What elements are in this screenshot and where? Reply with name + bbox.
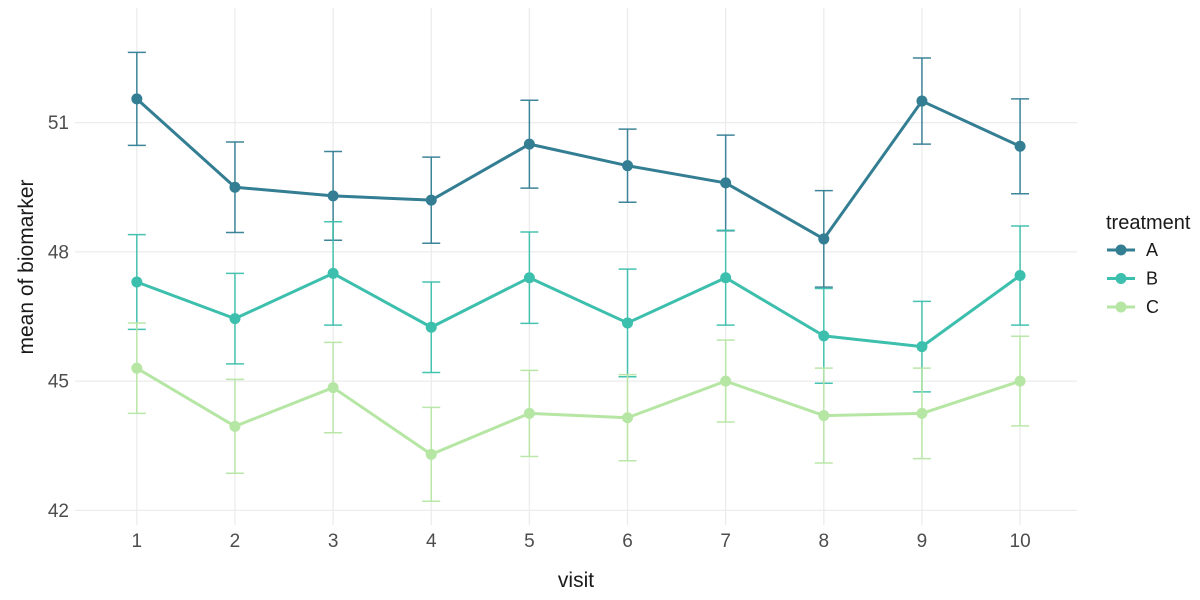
data-point-A-8	[818, 233, 830, 245]
error-bars-C	[127, 322, 1030, 503]
y-axis-title: mean of biomarker	[15, 179, 38, 354]
x-tick-label: 6	[622, 531, 633, 552]
legend-item-B: B	[1107, 269, 1158, 289]
y-tick-label: 42	[48, 501, 69, 522]
legend-key-point-B	[1115, 273, 1127, 284]
data-point-B-8	[818, 330, 830, 342]
grid-layer	[75, 8, 1077, 525]
series-line-A	[135, 97, 1022, 241]
data-point-B-6	[622, 317, 634, 329]
y-tick-label: 45	[48, 372, 69, 393]
series-A	[127, 51, 1030, 288]
data-point-C-1	[131, 362, 143, 374]
data-point-C-7	[720, 375, 732, 387]
x-tick-label: 3	[328, 531, 339, 552]
data-point-B-4	[425, 321, 437, 333]
y-tick-label: 51	[48, 113, 69, 134]
series-line-C	[135, 366, 1022, 456]
data-point-C-2	[229, 420, 241, 432]
data-point-A-9	[916, 95, 928, 107]
data-point-B-7	[720, 272, 732, 284]
data-point-B-1	[131, 276, 143, 288]
series-layer	[127, 51, 1030, 503]
data-point-C-9	[916, 407, 928, 419]
data-point-B-10	[1014, 270, 1026, 282]
legend: ABC	[1107, 240, 1159, 317]
x-tick-label: 7	[720, 531, 731, 552]
data-point-A-3	[327, 190, 339, 202]
data-point-B-3	[327, 267, 339, 279]
data-point-A-6	[622, 160, 634, 172]
x-tick-label: 10	[1010, 531, 1031, 552]
data-point-C-4	[425, 448, 437, 460]
data-point-B-9	[916, 341, 928, 353]
x-tick-label: 8	[819, 531, 830, 552]
data-point-C-8	[818, 410, 830, 422]
data-point-A-1	[131, 93, 143, 105]
data-point-C-6	[622, 412, 634, 424]
legend-label-C: C	[1146, 297, 1159, 317]
data-point-A-7	[720, 177, 732, 189]
data-point-C-10	[1014, 375, 1026, 387]
data-point-C-5	[523, 407, 535, 419]
series-line-B	[135, 271, 1022, 349]
data-point-B-5	[523, 272, 535, 284]
series-C	[127, 322, 1030, 503]
data-point-A-10	[1014, 140, 1026, 152]
x-tick-label: 4	[426, 531, 437, 552]
legend-key-point-C	[1115, 301, 1127, 313]
x-axis-title: visit	[558, 569, 594, 592]
legend-item-C: C	[1107, 297, 1159, 317]
legend-title: treatment	[1106, 212, 1191, 234]
data-point-B-2	[229, 313, 241, 325]
legend-label-B: B	[1146, 269, 1158, 289]
y-tick-label: 48	[48, 242, 69, 263]
x-tick-label: 5	[524, 531, 535, 552]
data-point-A-5	[523, 138, 535, 150]
x-tick-label: 1	[132, 531, 143, 552]
x-tick-label: 9	[917, 531, 928, 552]
data-point-A-2	[229, 181, 241, 193]
legend-label-A: A	[1146, 240, 1158, 260]
series-B	[127, 220, 1030, 393]
data-point-C-3	[327, 382, 339, 394]
x-tick-label: 2	[230, 531, 241, 552]
legend-item-A: A	[1107, 240, 1158, 260]
legend-key-point-A	[1115, 244, 1127, 256]
data-point-A-4	[425, 194, 437, 206]
